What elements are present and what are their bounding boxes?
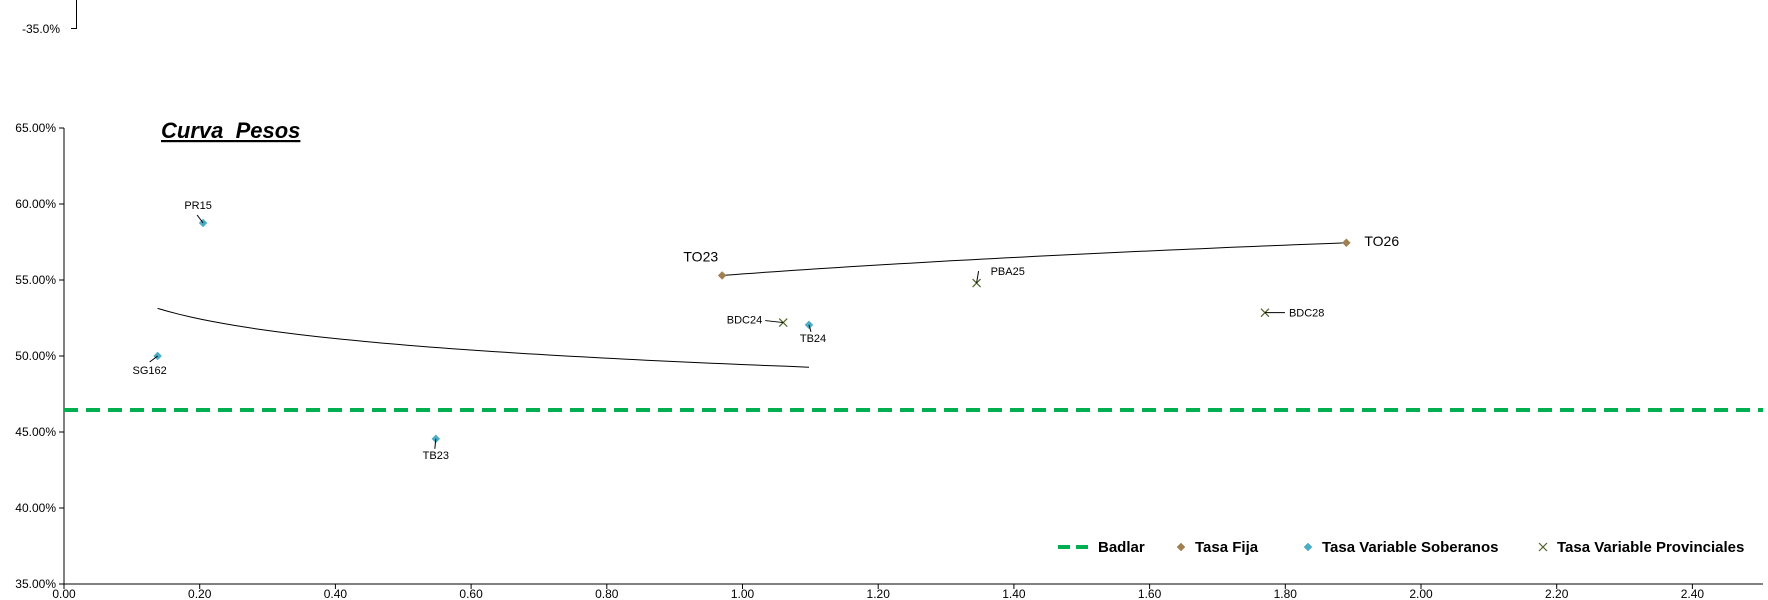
legend-swatch-x bbox=[1538, 542, 1548, 552]
legend-label: Badlar bbox=[1098, 539, 1145, 556]
label-leader-tb24 bbox=[808, 324, 812, 332]
y-tick-label: 60.00% bbox=[15, 197, 56, 211]
x-tick-label: 0.00 bbox=[52, 587, 76, 600]
y-tick-label: 65.00% bbox=[15, 121, 56, 135]
legend-item-tasa-fija: Tasa Fija bbox=[1176, 539, 1259, 556]
x-tick-label: 1.20 bbox=[867, 587, 891, 600]
data-label-to26: TO26 bbox=[1364, 233, 1399, 249]
x-tick-label: 1.00 bbox=[731, 587, 755, 600]
x-tick-label: 0.40 bbox=[324, 587, 348, 600]
trendline-tasa-variable-soberanos bbox=[157, 307, 810, 368]
data-label-tb24: TB24 bbox=[800, 333, 826, 345]
data-label-bdc28: BDC28 bbox=[1289, 308, 1324, 320]
label-leader-tb23 bbox=[434, 438, 437, 449]
label-leader-pr15 bbox=[196, 214, 204, 224]
legend-item-tasa-variable-soberanos: Tasa Variable Soberanos bbox=[1303, 539, 1498, 556]
label-leader-bdc24 bbox=[765, 320, 784, 324]
data-label-pr15: PR15 bbox=[184, 200, 212, 212]
chart-title: Curva Pesos bbox=[161, 118, 300, 143]
y-tick-label: 55.00% bbox=[15, 273, 56, 287]
legend-swatch-x-stroke-b bbox=[1538, 542, 1548, 552]
data-label-to23: TO23 bbox=[683, 248, 718, 264]
legend-item-badlar: Badlar bbox=[1058, 539, 1145, 556]
data-label-tb23: TB23 bbox=[423, 450, 449, 462]
legend: Badlar Tasa Fija Tasa Variable Soberanos Ta… bbox=[1058, 539, 1744, 556]
x-tick-label: 0.80 bbox=[595, 587, 619, 600]
point-to23 bbox=[717, 271, 727, 280]
data-label-bdc24: BDC24 bbox=[727, 315, 762, 327]
axes: 35.00% 40.00% 45.00% 50.00% 55.00% 60.00% 65.0… bbox=[15, 121, 1763, 600]
legend-swatch-diamond bbox=[1176, 542, 1186, 552]
x-tick-label: 1.60 bbox=[1138, 587, 1162, 600]
x-tick-label: 1.40 bbox=[1002, 587, 1026, 600]
y-tick-label: 40.00% bbox=[15, 501, 56, 515]
x-tick-label: 2.20 bbox=[1545, 587, 1569, 600]
label-leader-pba25 bbox=[976, 270, 980, 284]
label-leader-sg162 bbox=[149, 355, 158, 363]
legend-label: Tasa Fija bbox=[1195, 539, 1259, 556]
point-to26 bbox=[1342, 238, 1351, 248]
data-label-sg162: SG162 bbox=[133, 365, 167, 377]
x-tick-label: 0.20 bbox=[188, 587, 212, 600]
x-tick-label: 1.80 bbox=[1274, 587, 1298, 600]
y-tick-label: 35.00% bbox=[15, 577, 56, 591]
top-axis-fragment-tick bbox=[71, 28, 76, 29]
legend-swatch-diamond bbox=[1303, 542, 1313, 552]
legend-label: Tasa Variable Provinciales bbox=[1557, 539, 1744, 556]
plot-series bbox=[64, 218, 1763, 444]
x-tick-label: 0.60 bbox=[459, 587, 483, 600]
trendline-tasa-fija bbox=[722, 242, 1347, 276]
top-axis-fragment-label: -35.0% bbox=[22, 22, 61, 36]
x-tick-label: 2.00 bbox=[1409, 587, 1433, 600]
top-axis-fragment-line bbox=[76, 0, 77, 29]
data-label-pba25: PBA25 bbox=[991, 266, 1025, 278]
y-tick-label: 50.00% bbox=[15, 349, 56, 363]
legend-item-tasa-variable-provinciales: Tasa Variable Provinciales bbox=[1538, 539, 1744, 556]
y-tick-label: 45.00% bbox=[15, 425, 56, 439]
legend-label: Tasa Variable Soberanos bbox=[1322, 539, 1498, 556]
point-labels: TO23 TO26 PR15 SG162 TB23 TB24 BDC24 PBA25 BDC28 bbox=[133, 200, 1400, 462]
x-tick-label: 2.40 bbox=[1681, 587, 1705, 600]
